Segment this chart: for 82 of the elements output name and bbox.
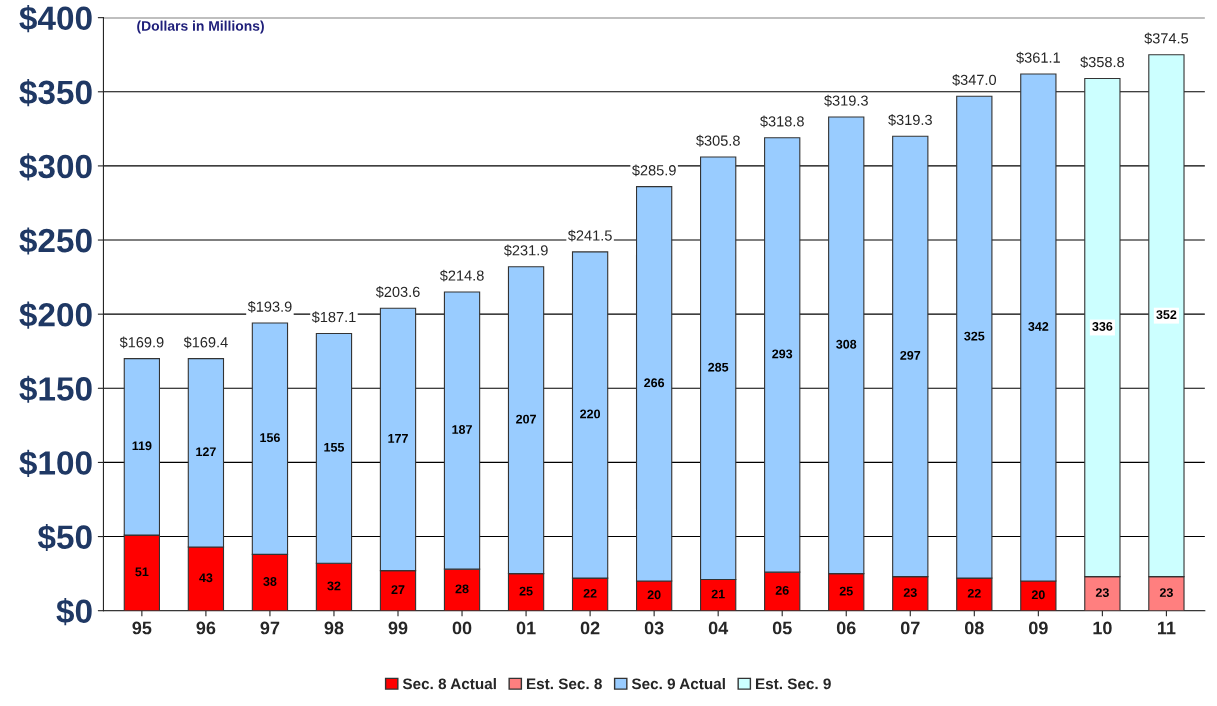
data-label: 28	[455, 584, 469, 594]
x-tick-label: 11	[1158, 621, 1176, 635]
legend-label: Est. Sec. 8	[526, 678, 602, 690]
data-label: 156	[260, 433, 280, 443]
annotation: $347.0	[952, 74, 997, 86]
data-label: 23	[1159, 588, 1173, 598]
annotation: $169.9	[119, 336, 164, 349]
y-tick-label: $400	[19, 4, 92, 33]
data-label: 342	[1028, 322, 1049, 331]
annotation: $319.3	[824, 94, 868, 107]
data-label: 336	[1092, 322, 1113, 331]
data-label: 22	[583, 588, 597, 598]
x-tick-label: 09	[1029, 621, 1048, 635]
data-label: 23	[903, 588, 917, 598]
x-tick-label: 95	[132, 621, 152, 635]
data-label: 285	[708, 362, 729, 372]
legend-label: Sec. 9 Actual	[631, 678, 725, 690]
data-label: 325	[964, 331, 985, 341]
data-label: 293	[772, 349, 793, 359]
y-tick-label: $250	[19, 227, 92, 255]
annotation: $374.5	[1144, 32, 1189, 45]
data-label: 25	[519, 586, 533, 596]
data-label: 27	[391, 585, 405, 594]
x-tick-label: 07	[900, 621, 920, 635]
y-tick-label: $200	[19, 301, 92, 329]
y-tick-label: $50	[37, 523, 92, 552]
y-tick-label: $350	[19, 79, 92, 107]
x-tick-label: 02	[580, 621, 600, 635]
data-label: 20	[647, 590, 661, 600]
x-tick-label: 01	[516, 621, 536, 635]
data-label: 25	[839, 586, 853, 596]
x-tick-label: 98	[324, 621, 344, 635]
x-tick-label: 00	[452, 621, 472, 635]
data-label: 155	[324, 442, 345, 452]
data-label: 220	[580, 409, 601, 419]
data-label: 352	[1156, 310, 1177, 320]
data-label: 26	[775, 585, 789, 595]
x-tick-label: 08	[964, 621, 984, 635]
annotation: $241.5	[567, 229, 612, 242]
x-tick-label: 03	[644, 621, 664, 635]
x-tick-label: 06	[836, 621, 856, 635]
annotation: $305.8	[696, 134, 740, 147]
data-label: 119	[132, 441, 152, 451]
legend-label: Sec. 8 Actual	[402, 678, 496, 690]
data-label: 23	[1095, 588, 1109, 598]
annotation: $285.9	[631, 164, 676, 177]
x-tick-label: 04	[708, 621, 729, 635]
data-label: 127	[196, 447, 216, 457]
data-label: 297	[900, 350, 921, 360]
data-label: 266	[644, 378, 665, 388]
x-tick-label: 99	[388, 621, 408, 635]
y-tick-label: $150	[19, 375, 92, 403]
data-label: 177	[388, 434, 408, 443]
annotation: $358.8	[1080, 56, 1125, 69]
data-label: 22	[967, 588, 981, 598]
data-label: 21	[711, 589, 725, 599]
data-label: 207	[516, 414, 536, 424]
x-tick-label: 10	[1093, 621, 1112, 635]
data-label: 20	[1031, 590, 1045, 600]
annotation: $193.9	[247, 300, 292, 313]
annotation: $319.3	[888, 114, 932, 126]
y-tick-label: $100	[19, 449, 92, 477]
annotation: (Dollars in Millions)	[137, 20, 264, 34]
y-tick-label: $0	[56, 598, 92, 626]
x-tick-label: 96	[196, 621, 216, 635]
data-label: 38	[263, 577, 277, 586]
annotation: $318.8	[760, 115, 804, 128]
data-label: 308	[836, 339, 857, 349]
annotation: $169.4	[183, 336, 228, 349]
x-tick-label: 97	[260, 621, 280, 635]
y-tick-label: $300	[19, 153, 92, 181]
annotation: $203.6	[375, 286, 420, 298]
data-label: 51	[135, 567, 149, 577]
annotation: $187.1	[311, 311, 356, 324]
annotation: $214.8	[439, 269, 484, 282]
data-label: 187	[452, 425, 472, 434]
legend-label: Est. Sec. 9	[755, 678, 831, 690]
annotation: $361.1	[1016, 51, 1060, 64]
annotation: $231.9	[503, 244, 548, 257]
data-label: 32	[327, 581, 341, 591]
data-label: 43	[199, 573, 213, 583]
x-tick-label: 05	[772, 621, 792, 635]
